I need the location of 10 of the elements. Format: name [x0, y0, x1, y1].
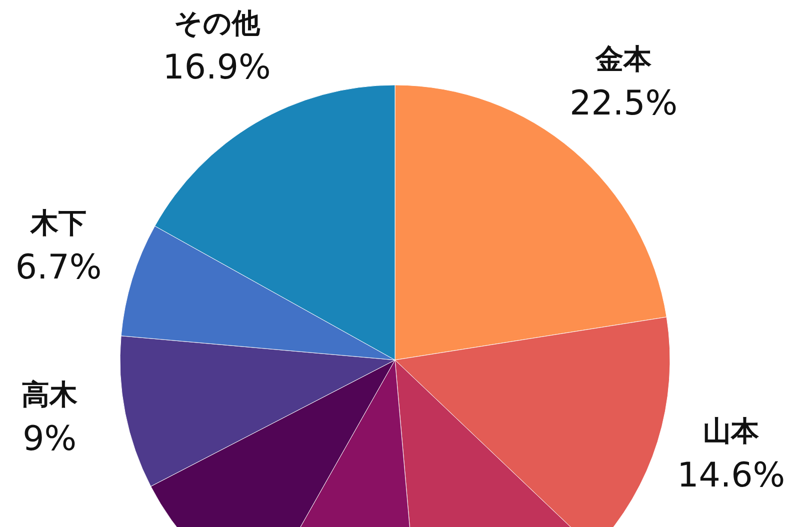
- slice-label: 高木: [22, 378, 79, 412]
- data-label: 9%: [22, 419, 77, 460]
- slice-label: 山本: [703, 414, 760, 448]
- slice-label: 金本: [594, 42, 653, 76]
- slice-label: 木下: [30, 206, 87, 240]
- data-label: 6.7%: [15, 248, 102, 288]
- data-label: 16.9%: [162, 47, 271, 88]
- slice-label: その他: [174, 6, 261, 40]
- data-label: 22.5%: [570, 83, 678, 124]
- data-label: 14.6%: [677, 456, 786, 496]
